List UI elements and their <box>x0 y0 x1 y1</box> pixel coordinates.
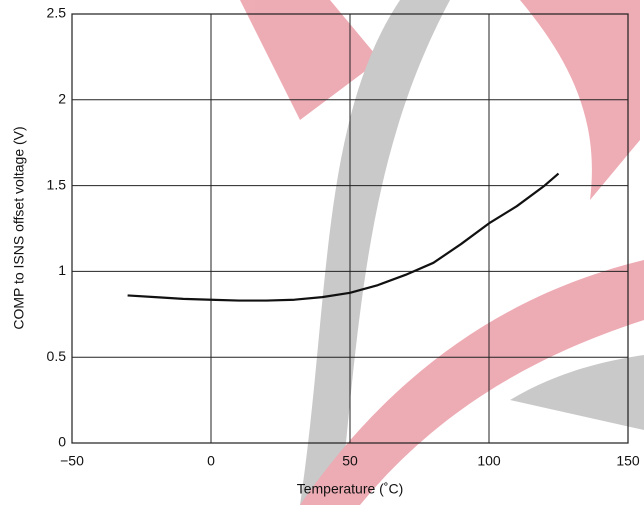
watermark-shape <box>520 0 640 200</box>
watermark-shape <box>300 0 450 505</box>
watermark-shape <box>510 355 644 430</box>
y-tick-label: 1 <box>58 262 66 278</box>
y-tick-label: 2.5 <box>47 5 67 21</box>
x-axis-label: Temperature (˚C) <box>297 481 404 497</box>
watermark-shape <box>90 0 380 120</box>
x-tick-label: 0 <box>207 453 215 469</box>
y-tick-label: 0.5 <box>47 348 67 364</box>
x-tick-label: 150 <box>616 453 640 469</box>
x-tick-label: 100 <box>477 453 501 469</box>
x-tick-label: 50 <box>342 453 358 469</box>
watermark <box>90 0 644 505</box>
y-tick-label: 0 <box>58 434 66 450</box>
y-tick-label: 1.5 <box>47 176 67 192</box>
y-axis-label: COMP to ISNS offset voltage (V) <box>11 126 27 329</box>
data-line <box>127 172 560 302</box>
watermark-shape <box>300 260 644 505</box>
y-tick-label: 2 <box>58 91 66 107</box>
x-tick-label: −50 <box>60 453 84 469</box>
